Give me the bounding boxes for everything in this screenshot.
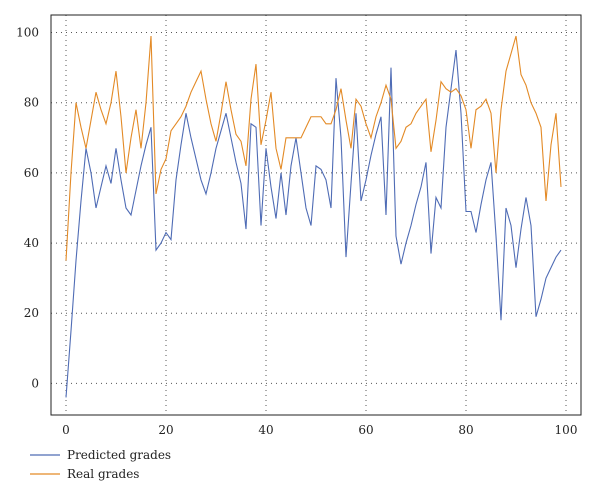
x-tick-label: 0	[62, 423, 70, 437]
x-tick-label: 60	[358, 423, 373, 437]
y-tick-label: 40	[24, 236, 39, 250]
axis-ticks: 0 20 40 60 80 100 0 20 40 60 80 100	[16, 26, 577, 437]
series-lines	[65, 35, 562, 398]
y-tick-label: 0	[31, 376, 39, 390]
legend-label-real: Real grades	[67, 467, 139, 481]
plot-frame	[50, 14, 582, 416]
grid	[51, 15, 581, 415]
legend: Predicted grades Real grades	[30, 448, 171, 481]
x-tick-label: 40	[258, 423, 273, 437]
y-tick-label: 60	[24, 166, 39, 180]
predicted-grades-line	[65, 50, 562, 398]
legend-label-predicted: Predicted grades	[67, 448, 171, 462]
x-tick-label: 80	[458, 423, 473, 437]
y-tick-label: 80	[24, 96, 39, 110]
real-grades-line	[65, 35, 562, 261]
x-tick-label: 20	[158, 423, 173, 437]
y-tick-label: 100	[16, 26, 39, 40]
y-tick-label: 20	[24, 306, 39, 320]
x-tick-label: 100	[555, 423, 578, 437]
